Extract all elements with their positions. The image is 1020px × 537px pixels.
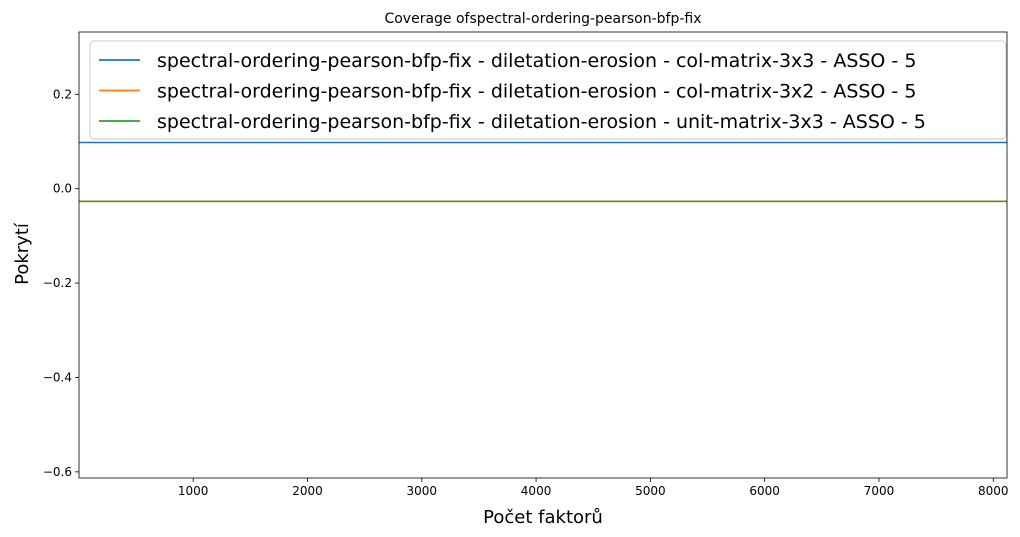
y-tick-label: −0.6 <box>43 465 72 479</box>
x-tick-label: 5000 <box>635 484 666 498</box>
legend-box <box>89 40 1007 140</box>
chart-title: Coverage ofspectral-ordering-pearson-bfp… <box>384 11 701 27</box>
y-tick-label: 0.0 <box>53 182 72 196</box>
y-tick-label: −0.2 <box>43 276 72 290</box>
y-axis-label: Pokrytí <box>12 222 33 285</box>
x-tick-label: 7000 <box>864 484 895 498</box>
y-tick-label: −0.4 <box>43 370 72 384</box>
plot-frame <box>78 31 1008 479</box>
y-tick-label: 0.2 <box>53 87 72 101</box>
legend-entry-3: spectral-ordering-pearson-bfp-fix - dile… <box>157 111 926 133</box>
x-axis-label: Počet faktorů <box>483 507 603 528</box>
legend-entry-2: spectral-ordering-pearson-bfp-fix - dile… <box>157 81 916 103</box>
x-tick-label: 2000 <box>292 484 323 498</box>
x-tick-label: 4000 <box>521 484 552 498</box>
x-tick-label: 1000 <box>178 484 209 498</box>
plot-area: 1000 2000 3000 4000 5000 6000 7000 8000 −0.6 −0.4… <box>43 31 1009 498</box>
x-tick-label: 6000 <box>749 484 780 498</box>
x-tick-label: 8000 <box>978 484 1009 498</box>
legend-entry-1: spectral-ordering-pearson-bfp-fix - dile… <box>157 50 916 72</box>
x-tick-label: 3000 <box>407 484 438 498</box>
